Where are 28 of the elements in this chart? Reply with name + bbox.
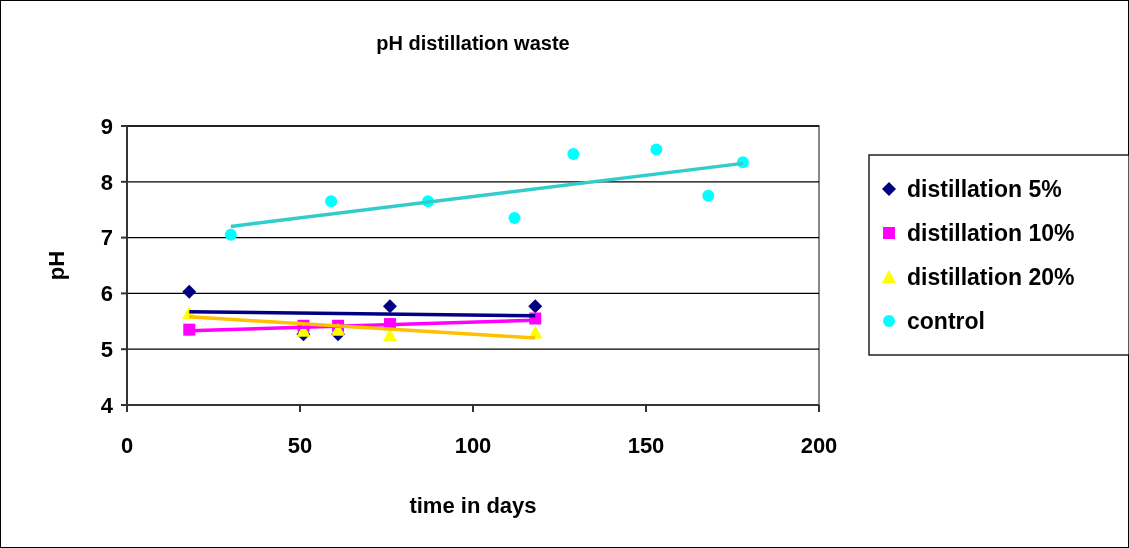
point <box>182 284 197 299</box>
x-tick-label: 200 <box>800 433 838 458</box>
legend-label: distillation 5% <box>907 176 1062 203</box>
legend-label: distillation 20% <box>907 264 1075 291</box>
point <box>702 189 715 202</box>
point <box>382 299 397 314</box>
point <box>508 212 521 225</box>
x-axis-title: time in days <box>409 493 537 518</box>
y-axis-title: pH <box>44 250 69 281</box>
chart-title: pH distillation waste <box>376 32 570 54</box>
point <box>567 147 580 160</box>
y-tick-label: 4 <box>100 392 114 418</box>
y-tick-label: 8 <box>100 169 113 195</box>
point <box>650 143 663 156</box>
x-tick-label: 0 <box>120 433 134 458</box>
point <box>382 328 397 342</box>
point <box>528 299 543 314</box>
legend-label: control <box>907 308 985 335</box>
x-tick-label: 100 <box>454 433 492 458</box>
point <box>325 195 338 208</box>
y-tick-label: 6 <box>100 281 113 307</box>
legend-label: distillation 10% <box>907 220 1075 247</box>
point <box>224 228 237 241</box>
x-tick-label: 50 <box>287 433 313 458</box>
y-tick-label: 5 <box>100 336 113 362</box>
x-tick-label: 150 <box>627 433 665 458</box>
y-tick-label: 9 <box>100 113 113 139</box>
y-tick-label: 7 <box>100 225 113 251</box>
